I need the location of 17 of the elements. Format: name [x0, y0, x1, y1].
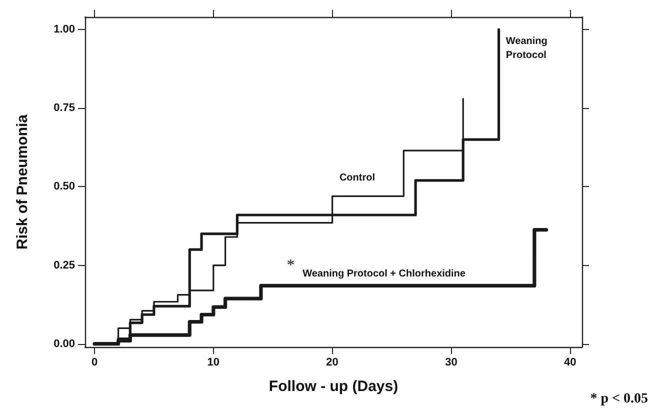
series-label: Control [339, 172, 376, 184]
x-tick-label: 10 [207, 356, 220, 368]
y-axis-title: Risk of Pneumonia [14, 114, 31, 250]
text: * p < 0.05 [590, 392, 648, 406]
x-axis-title: Follow - up (Days) [268, 378, 398, 395]
y-tick-label: 0.00 [54, 338, 75, 350]
y-tick-label: 0.50 [54, 180, 75, 193]
x-tick-label: 20 [326, 356, 338, 368]
x-tick-label: 0 [91, 356, 98, 368]
x-tick-label: 30 [445, 356, 458, 368]
y-tick-label: 0.25 [54, 259, 75, 272]
series-label: Weaning Protocol [506, 36, 550, 61]
x-tick-label: 40 [564, 356, 576, 368]
annotation: * [286, 256, 295, 274]
y-tick-label: 0.75 [54, 102, 75, 114]
series-label: Weaning Protocol + Chlorhexidine [302, 268, 466, 280]
y-tick-label: 1.00 [54, 24, 75, 36]
